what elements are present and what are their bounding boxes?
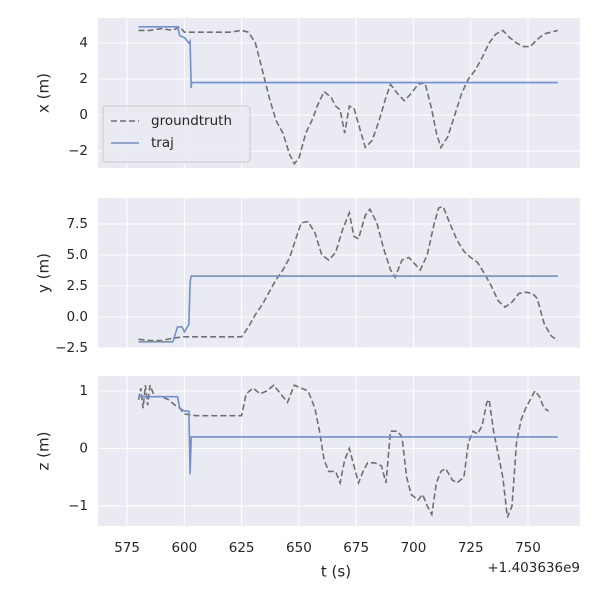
y-tick-label: 1 [79, 383, 88, 399]
x-tick-label: 700 [401, 540, 427, 556]
legend-label: traj [151, 135, 174, 151]
y-tick-label: 7.5 [67, 216, 88, 232]
y-tick-label: −2.5 [55, 340, 88, 356]
x-tick-label: 625 [229, 540, 255, 556]
series-line [138, 205, 559, 342]
x-tick-label: 675 [343, 540, 369, 556]
x-tick-label: 725 [458, 540, 484, 556]
y-tick-label: 0 [79, 440, 88, 456]
y-tick-label: 0.0 [67, 309, 88, 325]
y-tick-label: 0 [79, 107, 88, 123]
series-line [138, 25, 559, 166]
plot-background [98, 376, 580, 526]
y-tick-label: 5.0 [67, 247, 88, 263]
y-tick-label: 4 [79, 35, 88, 51]
y-axis-label: z (m) [35, 432, 53, 471]
legend-box [102, 105, 251, 163]
legend-label: groundtruth [151, 113, 232, 129]
y-axis-label: x (m) [35, 73, 53, 113]
y-tick-label: 2 [79, 71, 88, 87]
x-tick-label: 650 [286, 540, 312, 556]
series-line [138, 275, 558, 343]
y-axis-label: y (m) [35, 253, 53, 293]
y-tick-label: −1 [68, 498, 88, 514]
x-tick-label: 600 [171, 540, 197, 556]
y-tick-label: 2.5 [67, 278, 88, 294]
y-tick-label: −2 [68, 143, 88, 159]
x-tick-label: 575 [114, 540, 140, 556]
plot-background [98, 198, 580, 348]
series-line [137, 384, 550, 518]
x-tick-label: 750 [515, 540, 541, 556]
x-axis-label: t (s) [321, 563, 351, 581]
series-line [138, 395, 558, 475]
series-line [138, 26, 558, 89]
x-offset-label: +1.403636e9 [487, 560, 580, 576]
